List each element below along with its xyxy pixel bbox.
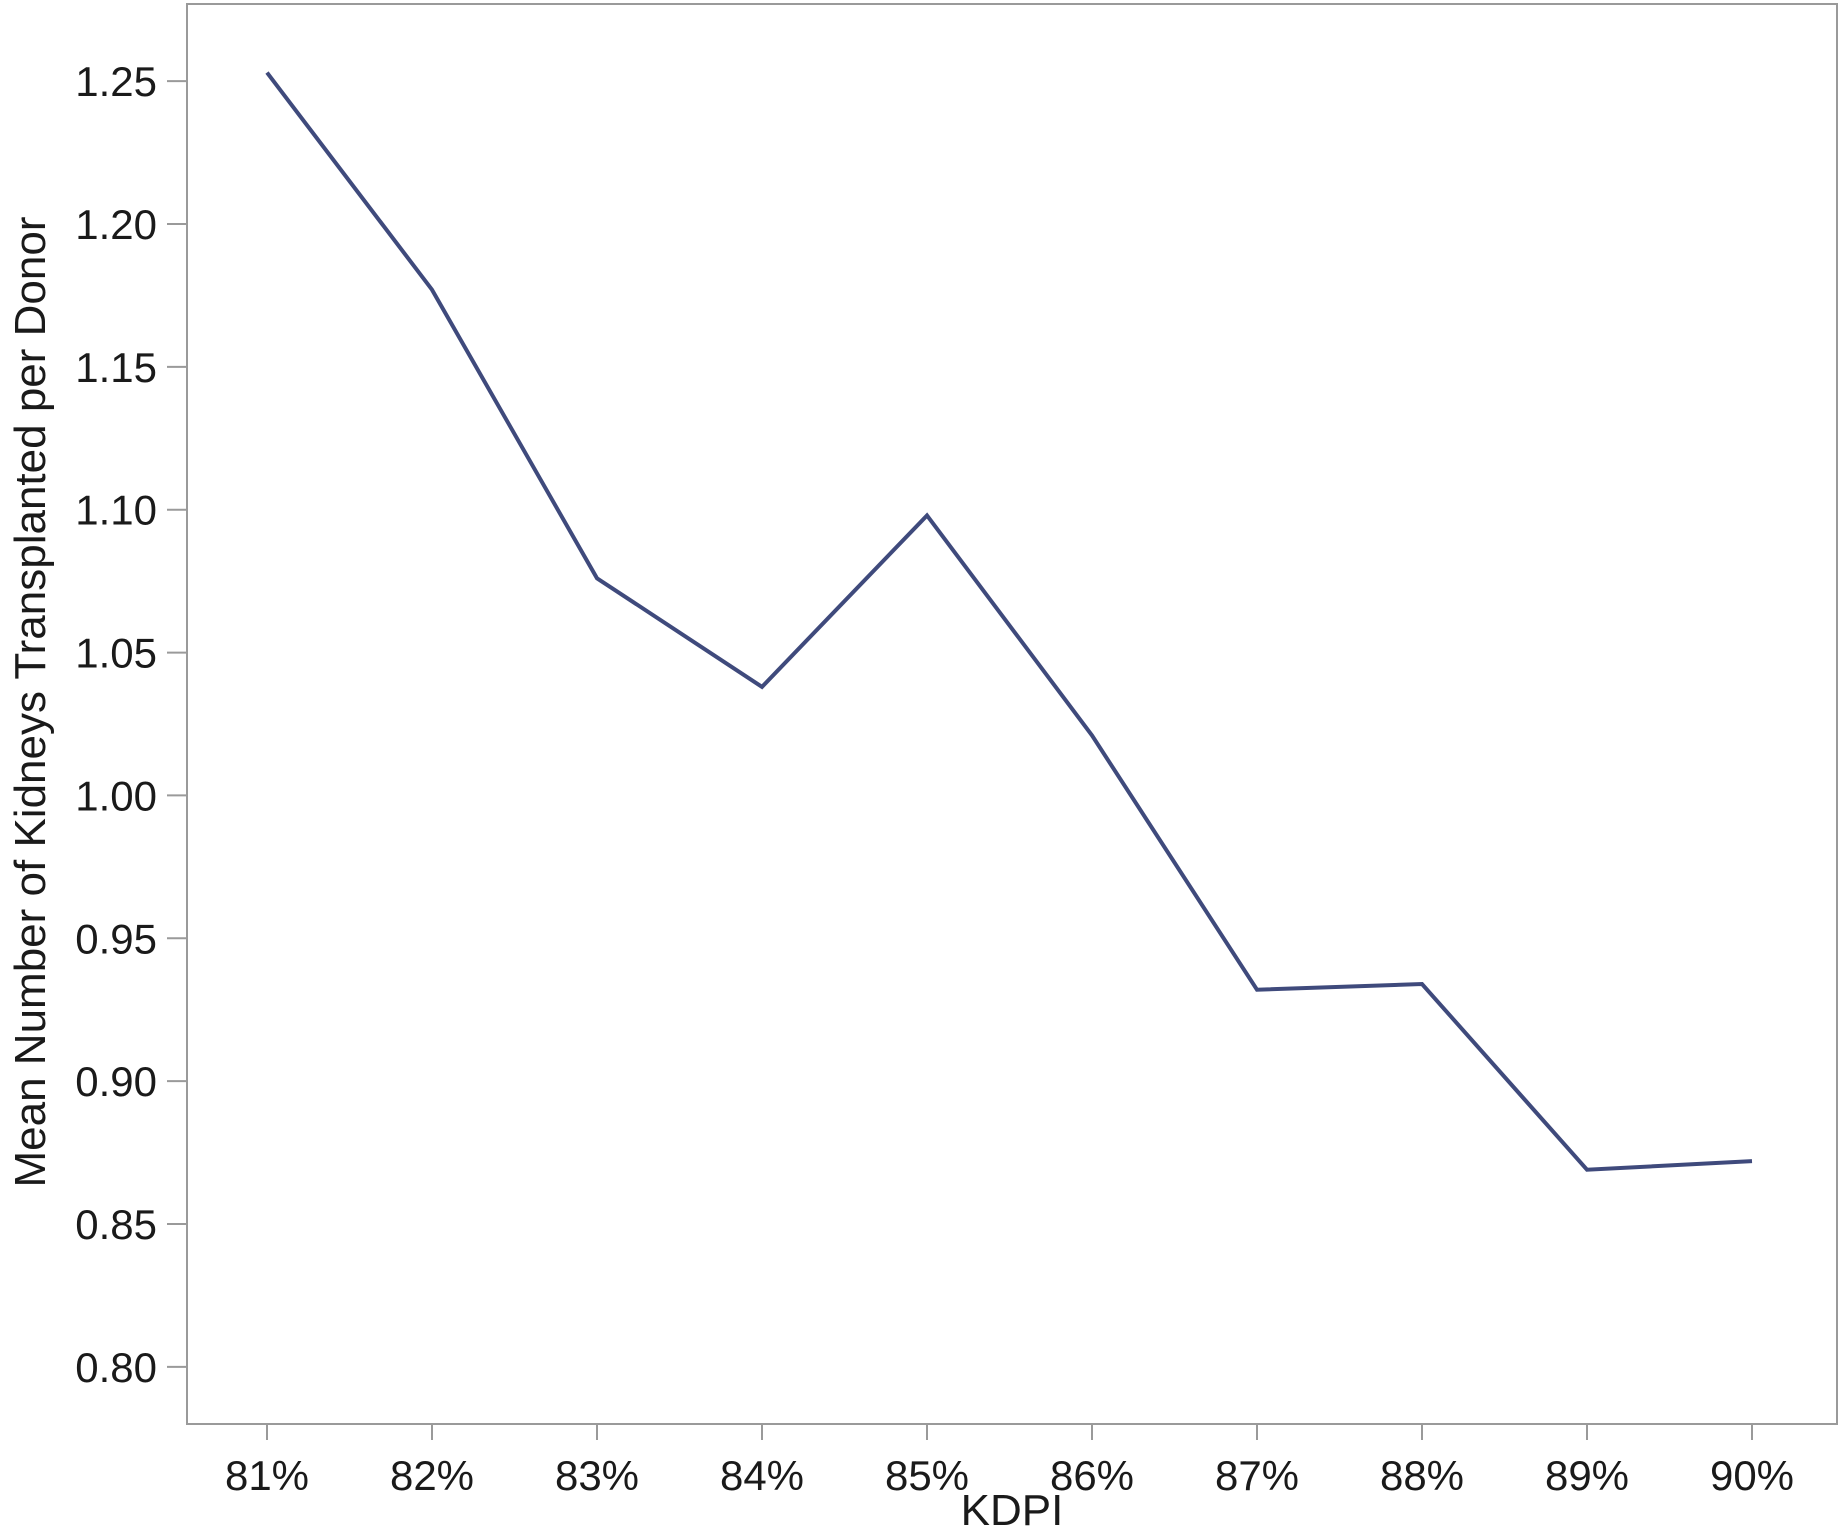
x-axis-title: KDPI (961, 1486, 1064, 1535)
y-tick-label: 0.80 (75, 1344, 157, 1391)
y-axis-title: Mean Number of Kidneys Transplanted per … (6, 217, 55, 1188)
x-tick-label: 84% (720, 1452, 804, 1499)
y-tick-label: 1.25 (75, 58, 157, 105)
x-tick-label: 88% (1380, 1452, 1464, 1499)
y-tick-label: 0.85 (75, 1201, 157, 1248)
y-tick-label: 0.90 (75, 1058, 157, 1105)
x-tick-label: 83% (555, 1452, 639, 1499)
x-tick-label: 89% (1545, 1452, 1629, 1499)
plot-frame (186, 3, 1838, 1425)
y-tick-label: 1.05 (75, 630, 157, 677)
y-tick-label: 1.20 (75, 201, 157, 248)
x-tick-label: 81% (225, 1452, 309, 1499)
y-axis: 0.80 0.85 0.90 0.95 1.00 1.05 1.10 1.15 1.20 1.25 (75, 58, 187, 1391)
x-tick-label: 86% (1050, 1452, 1134, 1499)
series-layer (265, 71, 1753, 1172)
y-tick-label: 1.15 (75, 344, 157, 391)
x-tick-label: 90% (1710, 1452, 1794, 1499)
x-axis: 81% 82% 83% 84% 85% 86% 87% 88% 89% 90% (225, 1424, 1794, 1499)
y-tick-label: 0.95 (75, 915, 157, 962)
series-line (265, 71, 1753, 1172)
y-tick-label: 1.10 (75, 487, 157, 534)
x-tick-label: 82% (390, 1452, 474, 1499)
y-tick-label: 1.00 (75, 772, 157, 819)
x-tick-label: 87% (1215, 1452, 1299, 1499)
x-tick-label: 85% (885, 1452, 969, 1499)
